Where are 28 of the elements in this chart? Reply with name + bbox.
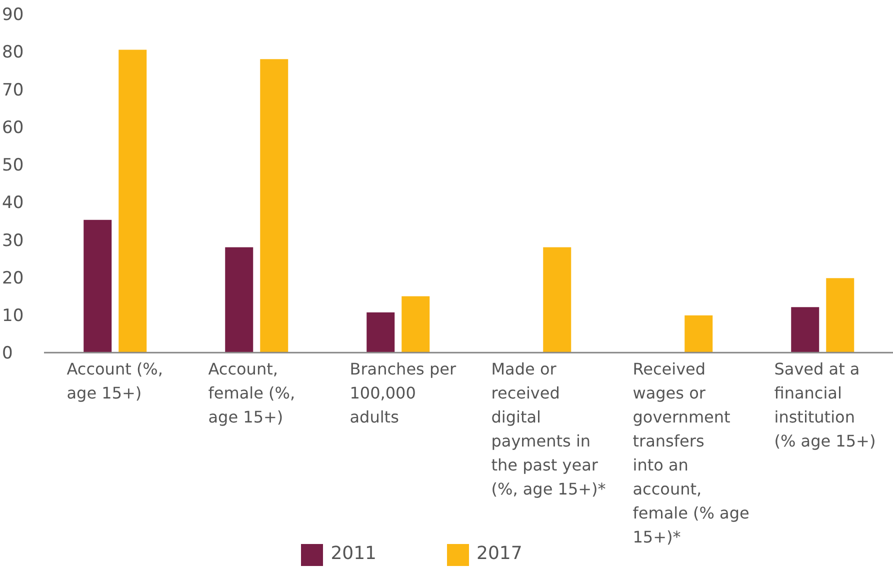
y-tick-label: 30 xyxy=(2,230,24,251)
bar xyxy=(366,312,395,353)
x-tick-label: Saved at a financial institution (% age 15+) xyxy=(774,360,876,451)
bar xyxy=(684,315,713,353)
bar xyxy=(118,50,147,353)
legend-label: 2011 xyxy=(330,542,376,564)
bar xyxy=(543,247,572,353)
y-tick-label: 50 xyxy=(2,156,24,176)
bar xyxy=(225,247,254,353)
x-tick-label: Branches per 100,000 adults xyxy=(350,360,456,427)
y-tick-label: 40 xyxy=(2,193,24,214)
legend-label: 2017 xyxy=(476,542,522,564)
y-tick-label: 70 xyxy=(2,80,24,100)
y-tick-label: 90 xyxy=(2,5,24,25)
x-tick-label: Account, female (%, age 15+) xyxy=(208,360,296,427)
y-tick-label: 20 xyxy=(2,268,24,288)
bar xyxy=(791,307,820,353)
bar xyxy=(260,59,288,353)
bar xyxy=(84,220,112,353)
x-tick-label: Made or received digital payments in the past year (%, age 15+)* xyxy=(491,360,606,499)
bar xyxy=(826,278,854,353)
x-tick-label: Received wages or government transfers into an account, female (% age 15+)* xyxy=(632,360,750,547)
y-tick-label: 10 xyxy=(2,306,24,326)
y-tick-label: 80 xyxy=(2,42,24,63)
bar xyxy=(402,296,430,353)
y-tick-label: 60 xyxy=(2,118,24,138)
y-tick-label: 0 xyxy=(2,344,13,364)
x-tick-label: Account (%, age 15+) xyxy=(66,360,163,403)
